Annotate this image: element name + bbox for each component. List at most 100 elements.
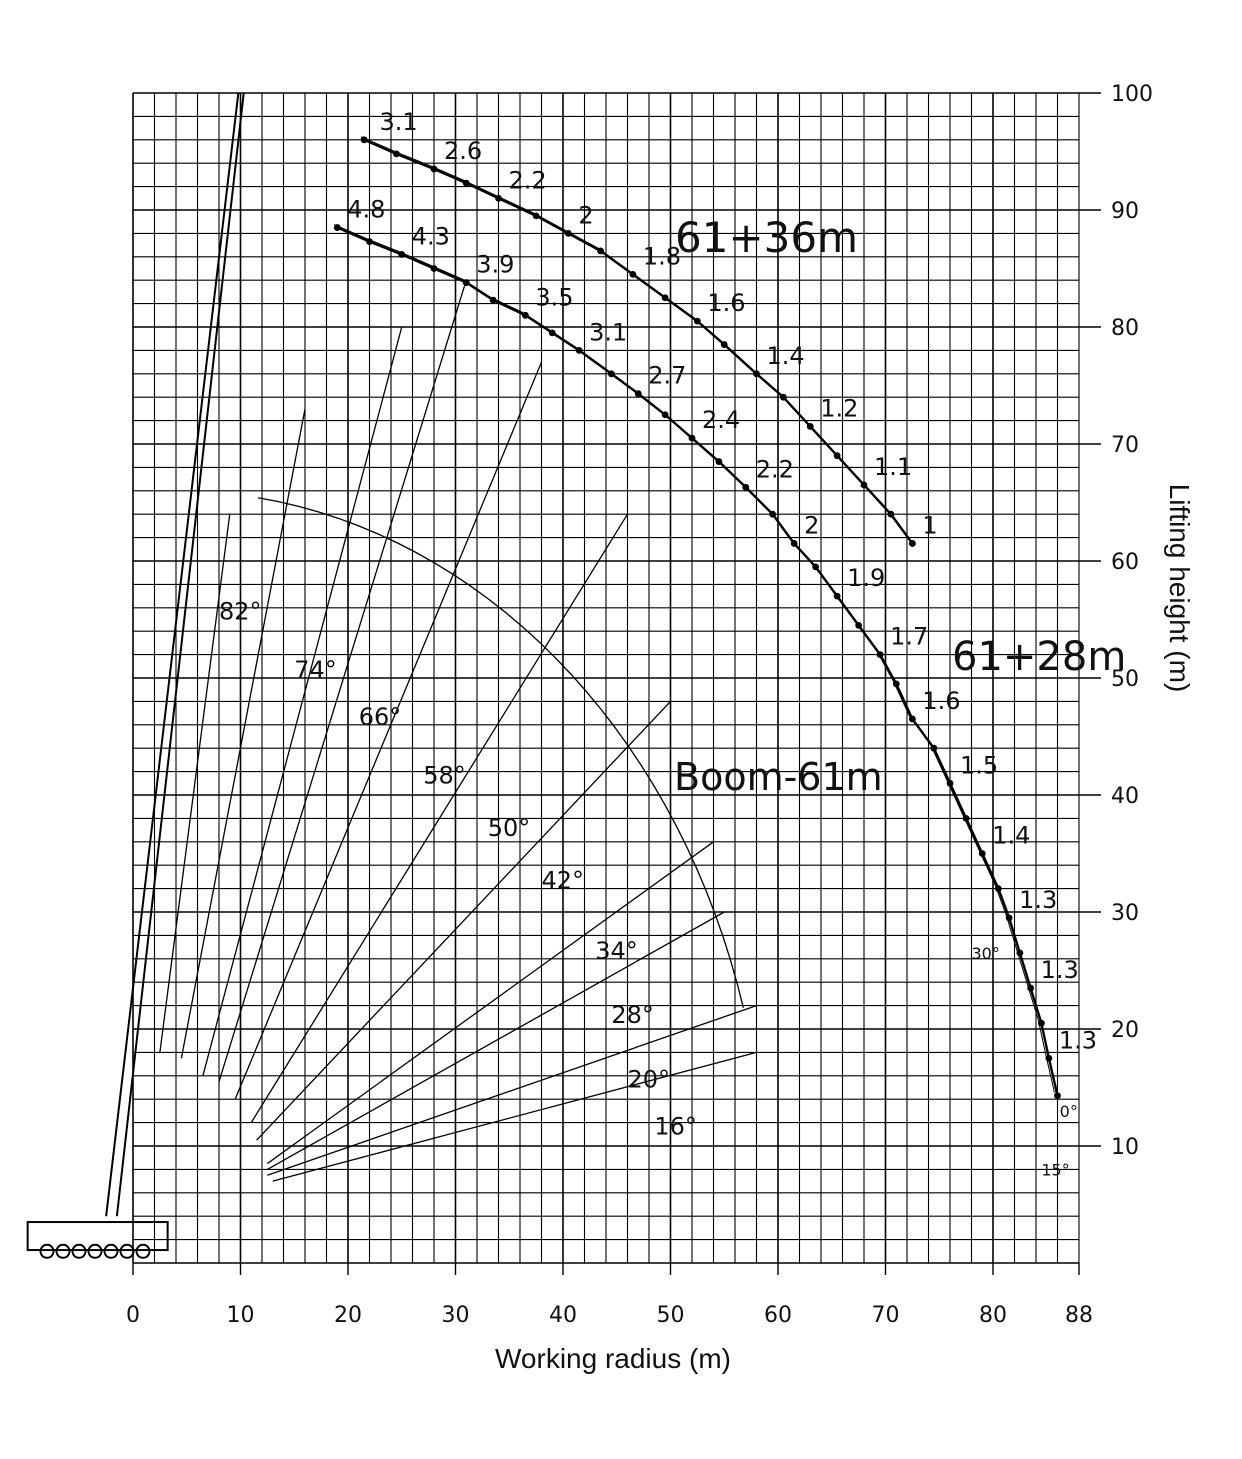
- load-label: 2: [578, 201, 593, 229]
- data-point: [693, 317, 701, 325]
- boom-angle-label: 20°: [628, 1066, 671, 1094]
- boom-angle-label: 50°: [488, 814, 531, 842]
- crane-wheel: [103, 1243, 119, 1259]
- data-point: [812, 563, 820, 571]
- crane-wheel: [119, 1243, 135, 1259]
- boom-angle-label: 34°: [595, 937, 638, 965]
- data-point: [860, 481, 868, 489]
- boom-ray: [256, 700, 671, 1141]
- data-point: [392, 150, 400, 158]
- load-label: 1.4: [767, 342, 805, 370]
- series-line-0: [363, 138, 914, 545]
- crane-wheel: [71, 1243, 87, 1259]
- crane-wheel: [87, 1243, 103, 1259]
- series-label-61-36: 61+36m: [675, 213, 858, 262]
- load-label: 1.6: [707, 289, 745, 317]
- load-label: 2: [804, 511, 819, 539]
- load-label: 3.5: [535, 283, 573, 311]
- data-point: [661, 294, 669, 302]
- load-label: 1.3: [1059, 1026, 1097, 1054]
- load-label: 1.9: [847, 564, 885, 592]
- boom-ray: [180, 408, 306, 1059]
- boom-angle-rays: [159, 280, 757, 1182]
- data-point: [1037, 1019, 1045, 1027]
- data-point: [978, 850, 986, 857]
- boom-angle-label: 42°: [542, 867, 585, 895]
- load-label: 1.6: [922, 687, 960, 715]
- jib-offset-label: 30°: [972, 944, 1000, 963]
- load-label: 2.7: [648, 362, 686, 390]
- series-label-61-28: 61+28m: [952, 634, 1126, 680]
- x-tick-label: 30: [442, 1303, 470, 1328]
- data-point: [521, 311, 529, 319]
- load-label: 1: [922, 511, 937, 539]
- crane-wheel: [55, 1243, 71, 1259]
- data-point: [742, 483, 750, 491]
- boom-ray: [272, 1051, 757, 1182]
- data-point: [688, 434, 696, 442]
- boom-angle-label: 58°: [423, 761, 466, 789]
- data-point: [1016, 949, 1024, 957]
- boom-angle-label: 28°: [611, 1001, 654, 1029]
- data-point: [532, 212, 540, 220]
- data-point: [855, 621, 863, 629]
- series-line-inner-1: [334, 224, 1055, 1093]
- data-point: [462, 279, 470, 286]
- crane-carrier: [26, 1221, 169, 1252]
- boom-angle-label: 82°: [219, 598, 262, 626]
- jib-offset-label: 15°: [1041, 1160, 1069, 1179]
- data-point: [994, 885, 1002, 892]
- load-label: 2.6: [444, 137, 482, 165]
- data-point: [790, 540, 798, 547]
- y-tick-label: 60: [1111, 550, 1139, 575]
- boom-ray: [250, 513, 629, 1123]
- boom-ray: [234, 361, 543, 1100]
- boom-angle-label: 74°: [294, 656, 337, 684]
- load-label: 1.1: [874, 453, 912, 481]
- load-label: 1.5: [960, 751, 998, 779]
- boom-ray: [267, 1004, 757, 1176]
- y-tick-label: 80: [1111, 316, 1139, 341]
- boom-left-chord: [105, 92, 240, 1217]
- x-tick-label: 60: [764, 1303, 792, 1328]
- boom-ray: [266, 841, 714, 1165]
- data-point: [876, 651, 884, 658]
- x-tick-label: 88: [1065, 1303, 1093, 1328]
- data-point: [833, 592, 841, 600]
- boom-ray: [159, 514, 231, 1053]
- series-name-labels: 61+36m 61+28m Boom-61m: [674, 213, 1126, 799]
- load-label: 2.4: [702, 406, 740, 434]
- load-label: 3.1: [589, 318, 627, 346]
- angle-labels: 82° 74° 66° 58° 50° 42° 34° 28° 20° 16° 0° 15° 30°: [219, 598, 1078, 1180]
- data-point: [753, 370, 760, 378]
- crane-drawing: [26, 92, 245, 1259]
- boom-ray: [267, 911, 725, 1170]
- data-point: [930, 744, 938, 752]
- data-point: [597, 247, 605, 255]
- boom-ray: [202, 326, 403, 1076]
- data-point: [607, 370, 615, 378]
- data-point: [962, 815, 970, 822]
- data-point: [715, 458, 723, 465]
- data-point: [1027, 984, 1035, 992]
- x-tick-label: 80: [979, 1303, 1007, 1328]
- load-label: 1.3: [1041, 956, 1079, 984]
- data-point: [575, 347, 583, 354]
- crane-wheel: [135, 1243, 151, 1259]
- data-point: [360, 136, 368, 144]
- data-point: [629, 270, 637, 278]
- load-label: 3.1: [380, 108, 418, 136]
- data-point: [1045, 1054, 1053, 1062]
- load-label: 4.3: [412, 222, 450, 250]
- data-point: [564, 230, 572, 237]
- load-label: 4.8: [347, 196, 385, 224]
- data-point: [1054, 1092, 1061, 1100]
- data-point: [430, 265, 438, 272]
- data-point: [887, 510, 895, 518]
- boom-angle-label: 66°: [359, 703, 402, 731]
- load-label: 1.4: [992, 822, 1030, 850]
- axis-ticks: 0 10 20 30 40 50 60 70 80 88 10 20 30 40 50 60 70 80 90 100: [126, 82, 1153, 1328]
- data-point: [462, 179, 470, 187]
- data-point: [833, 452, 841, 460]
